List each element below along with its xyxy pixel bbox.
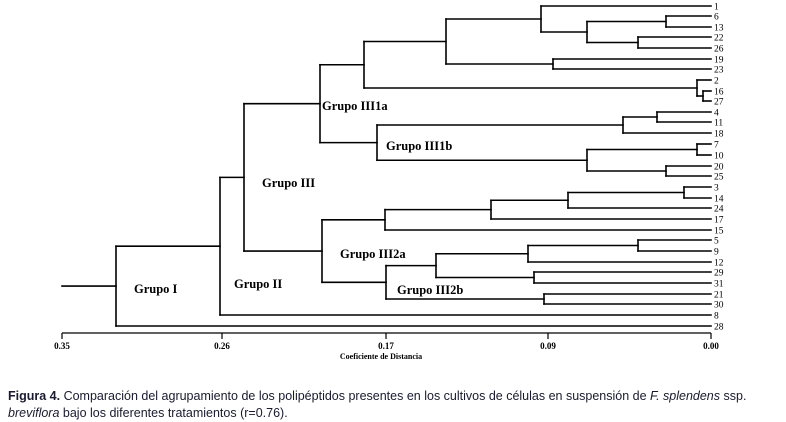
- leaf-label: 31: [714, 280, 724, 290]
- x-tick-label: 0.09: [540, 341, 556, 351]
- x-axis: 0.35 0.26 0.17 0.09 0.00 Coeficiente de Dist…: [54, 332, 719, 361]
- leaf-label: 10: [714, 152, 724, 162]
- leaf-label: 26: [714, 45, 724, 55]
- group-label-iii1b: Grupo III1b: [386, 139, 452, 153]
- leaf-label: 18: [714, 130, 724, 140]
- caption-text-after: bajo los diferentes tratamientos (r=0.76…: [59, 406, 288, 420]
- leaf-label: 1: [714, 3, 719, 13]
- leaf-label: 20: [714, 163, 724, 173]
- leaf-label: 24: [714, 205, 724, 215]
- dendrogram-chart: 1613222619232162741118710202531424171559…: [54, 3, 724, 362]
- leaf-label: 29: [714, 269, 724, 279]
- leaf-label: 7: [714, 141, 719, 151]
- leaf-label: 5: [714, 237, 719, 247]
- group-label-iii: Grupo III: [262, 176, 315, 190]
- leaf-label: 4: [714, 109, 719, 119]
- group-label-i: Grupo I: [134, 282, 178, 296]
- group-label-ii: Grupo II: [234, 277, 282, 291]
- leaf-label: 13: [714, 24, 724, 34]
- caption-subspecies: breviflora: [8, 406, 60, 420]
- leaf-label: 8: [714, 312, 719, 322]
- leaf-label: 12: [714, 259, 724, 269]
- leaf-labels: 1613222619232162741118710202531424171559…: [714, 3, 724, 333]
- leaf-label: 3: [714, 184, 719, 194]
- group-label-iii2b: Grupo III2b: [397, 283, 463, 297]
- caption-species: F. splendens: [650, 389, 721, 403]
- caption-text-before: Comparación del agrupamiento de los poli…: [60, 389, 651, 403]
- x-tick-label: 0.35: [54, 341, 70, 351]
- leaf-label: 19: [714, 56, 724, 66]
- leaf-label: 28: [714, 323, 724, 333]
- x-tick-label: 0.17: [378, 341, 394, 351]
- leaf-label: 2: [714, 77, 719, 87]
- leaf-label: 25: [714, 173, 724, 183]
- figure-caption: Figura 4. Comparación del agrupamiento d…: [8, 388, 784, 422]
- leaf-label: 9: [714, 248, 719, 258]
- group-label-iii2a: Grupo III2a: [340, 247, 406, 261]
- x-tick-label: 0.00: [703, 341, 719, 351]
- x-tick-label: 0.26: [214, 341, 230, 351]
- leaf-label: 27: [714, 98, 724, 108]
- leaf-label: 15: [714, 227, 724, 237]
- leaf-label: 30: [714, 301, 724, 311]
- leaf-label: 14: [714, 195, 724, 205]
- leaf-label: 6: [714, 13, 719, 23]
- x-axis-title: Coeficiente de Distancia: [340, 352, 422, 361]
- leaf-label: 22: [714, 34, 724, 44]
- leaf-label: 11: [714, 119, 723, 129]
- group-labels: Grupo I Grupo II Grupo III Grupo III1a G…: [134, 99, 463, 297]
- dendrogram-links: [61, 5, 712, 327]
- leaf-label: 21: [714, 291, 724, 301]
- caption-text-mid: ssp.: [720, 389, 747, 403]
- caption-label: Figura 4.: [8, 389, 61, 403]
- group-label-iii1a: Grupo III1a: [322, 99, 388, 113]
- leaf-label: 23: [714, 66, 724, 76]
- leaf-label: 16: [714, 88, 724, 98]
- leaf-label: 17: [714, 216, 724, 226]
